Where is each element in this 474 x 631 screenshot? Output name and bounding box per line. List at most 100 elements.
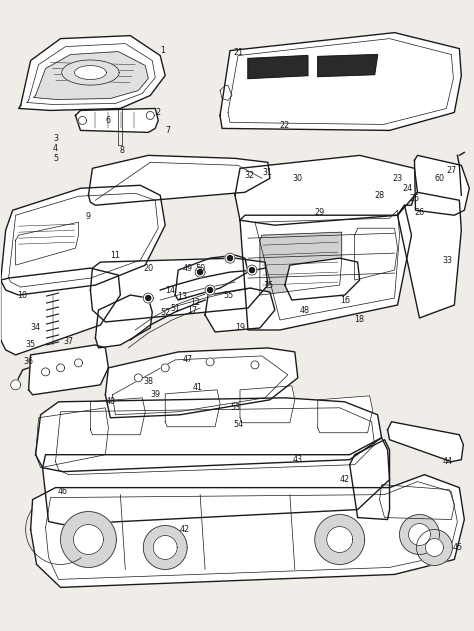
Text: 51: 51 <box>170 304 180 312</box>
Polygon shape <box>95 295 152 348</box>
Polygon shape <box>153 536 177 560</box>
Text: 15: 15 <box>263 281 273 290</box>
Polygon shape <box>409 524 430 545</box>
Text: 50: 50 <box>195 264 205 273</box>
Text: 46: 46 <box>57 487 67 496</box>
Polygon shape <box>260 232 342 295</box>
Polygon shape <box>315 514 365 565</box>
Text: 30: 30 <box>293 174 303 183</box>
Polygon shape <box>18 35 165 110</box>
Text: 14: 14 <box>165 286 175 295</box>
Text: 24: 24 <box>402 184 412 193</box>
Text: 43: 43 <box>293 455 303 464</box>
Polygon shape <box>0 268 120 355</box>
Text: 48: 48 <box>300 305 310 314</box>
Text: 19: 19 <box>235 324 245 333</box>
Text: 4: 4 <box>53 144 58 153</box>
Text: 53: 53 <box>230 403 240 412</box>
Polygon shape <box>249 268 255 273</box>
Polygon shape <box>414 155 469 215</box>
Polygon shape <box>400 514 439 555</box>
Text: 21: 21 <box>233 48 243 57</box>
Polygon shape <box>235 155 418 225</box>
Polygon shape <box>198 269 202 274</box>
Polygon shape <box>285 258 360 300</box>
Text: 12: 12 <box>190 298 200 307</box>
Polygon shape <box>75 109 158 133</box>
Polygon shape <box>426 538 443 557</box>
Polygon shape <box>28 345 109 395</box>
Text: 17: 17 <box>187 305 197 314</box>
Polygon shape <box>205 285 215 295</box>
Text: 7: 7 <box>165 126 171 135</box>
Text: 42: 42 <box>340 475 350 484</box>
Text: 34: 34 <box>31 324 41 333</box>
Polygon shape <box>36 408 109 468</box>
Polygon shape <box>105 348 298 418</box>
Polygon shape <box>388 422 463 462</box>
Text: 52: 52 <box>160 307 170 317</box>
Polygon shape <box>36 398 382 471</box>
Text: 38: 38 <box>143 377 153 386</box>
Text: 11: 11 <box>110 251 120 259</box>
Text: 10: 10 <box>18 290 27 300</box>
Polygon shape <box>355 228 398 280</box>
Polygon shape <box>74 66 106 80</box>
Polygon shape <box>91 398 145 435</box>
Polygon shape <box>146 112 154 119</box>
Polygon shape <box>91 258 268 322</box>
Polygon shape <box>225 253 235 263</box>
Polygon shape <box>43 438 390 524</box>
Polygon shape <box>62 60 119 85</box>
Polygon shape <box>318 396 373 433</box>
Polygon shape <box>42 368 50 376</box>
Polygon shape <box>175 255 248 300</box>
Text: 16: 16 <box>340 295 350 305</box>
Text: 33: 33 <box>442 256 452 264</box>
Polygon shape <box>247 265 257 275</box>
Text: 32: 32 <box>245 171 255 180</box>
Polygon shape <box>350 440 390 519</box>
Polygon shape <box>417 529 452 565</box>
Text: 47: 47 <box>183 355 193 364</box>
Polygon shape <box>398 192 461 318</box>
Text: 42: 42 <box>180 525 190 534</box>
Text: 44: 44 <box>442 457 452 466</box>
Text: 35: 35 <box>26 341 36 350</box>
Polygon shape <box>205 288 275 332</box>
Text: 40: 40 <box>105 398 115 406</box>
Text: 1: 1 <box>160 46 165 55</box>
Text: 13: 13 <box>177 292 187 300</box>
Text: 27: 27 <box>446 166 456 175</box>
Polygon shape <box>206 358 214 366</box>
Polygon shape <box>208 288 212 293</box>
Text: 60: 60 <box>434 174 445 183</box>
Polygon shape <box>134 374 142 382</box>
Text: 5: 5 <box>53 154 58 163</box>
Polygon shape <box>56 364 64 372</box>
Polygon shape <box>220 33 461 131</box>
Text: 54: 54 <box>233 420 243 429</box>
Polygon shape <box>380 485 455 519</box>
Polygon shape <box>228 256 233 261</box>
Text: 9: 9 <box>86 212 91 221</box>
Text: 41: 41 <box>193 384 203 392</box>
Polygon shape <box>240 386 295 423</box>
Polygon shape <box>161 364 169 372</box>
Polygon shape <box>165 390 220 427</box>
Text: 23: 23 <box>392 174 402 183</box>
Polygon shape <box>61 512 116 567</box>
Text: 39: 39 <box>150 391 160 399</box>
Polygon shape <box>220 86 232 100</box>
Polygon shape <box>31 475 465 587</box>
Polygon shape <box>34 52 148 100</box>
Text: 31: 31 <box>263 168 273 177</box>
Text: 18: 18 <box>355 316 365 324</box>
Text: 2: 2 <box>155 108 161 117</box>
Polygon shape <box>73 524 103 555</box>
Polygon shape <box>146 295 151 300</box>
Polygon shape <box>79 117 86 124</box>
Text: 28: 28 <box>374 191 384 200</box>
Polygon shape <box>195 267 205 277</box>
Text: 3: 3 <box>53 134 58 143</box>
